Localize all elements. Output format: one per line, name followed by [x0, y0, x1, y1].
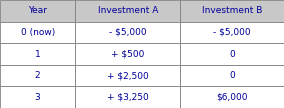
Bar	[180, 0, 284, 22]
Text: 0 (now): 0 (now)	[20, 28, 55, 37]
Bar	[75, 22, 180, 43]
Bar	[180, 43, 284, 65]
Bar	[75, 0, 180, 22]
Bar	[0, 43, 75, 65]
Text: 0: 0	[229, 49, 235, 59]
Text: $6,000: $6,000	[216, 93, 248, 102]
Text: - $5,000: - $5,000	[109, 28, 147, 37]
Bar	[180, 22, 284, 43]
Bar	[0, 65, 75, 86]
Text: Investment B: Investment B	[202, 6, 262, 15]
Bar	[75, 86, 180, 108]
Text: + $500: + $500	[111, 49, 145, 59]
Text: - $5,000: - $5,000	[213, 28, 251, 37]
Bar	[75, 43, 180, 65]
Text: + $3,250: + $3,250	[107, 93, 149, 102]
Text: + $2,500: + $2,500	[107, 71, 149, 80]
Text: 0: 0	[229, 71, 235, 80]
Text: Year: Year	[28, 6, 47, 15]
Text: Investment A: Investment A	[98, 6, 158, 15]
Bar	[0, 0, 75, 22]
Bar	[75, 65, 180, 86]
Bar	[180, 86, 284, 108]
Bar	[0, 22, 75, 43]
Text: 2: 2	[35, 71, 40, 80]
Text: 1: 1	[35, 49, 41, 59]
Bar	[0, 86, 75, 108]
Bar	[180, 65, 284, 86]
Text: 3: 3	[35, 93, 41, 102]
